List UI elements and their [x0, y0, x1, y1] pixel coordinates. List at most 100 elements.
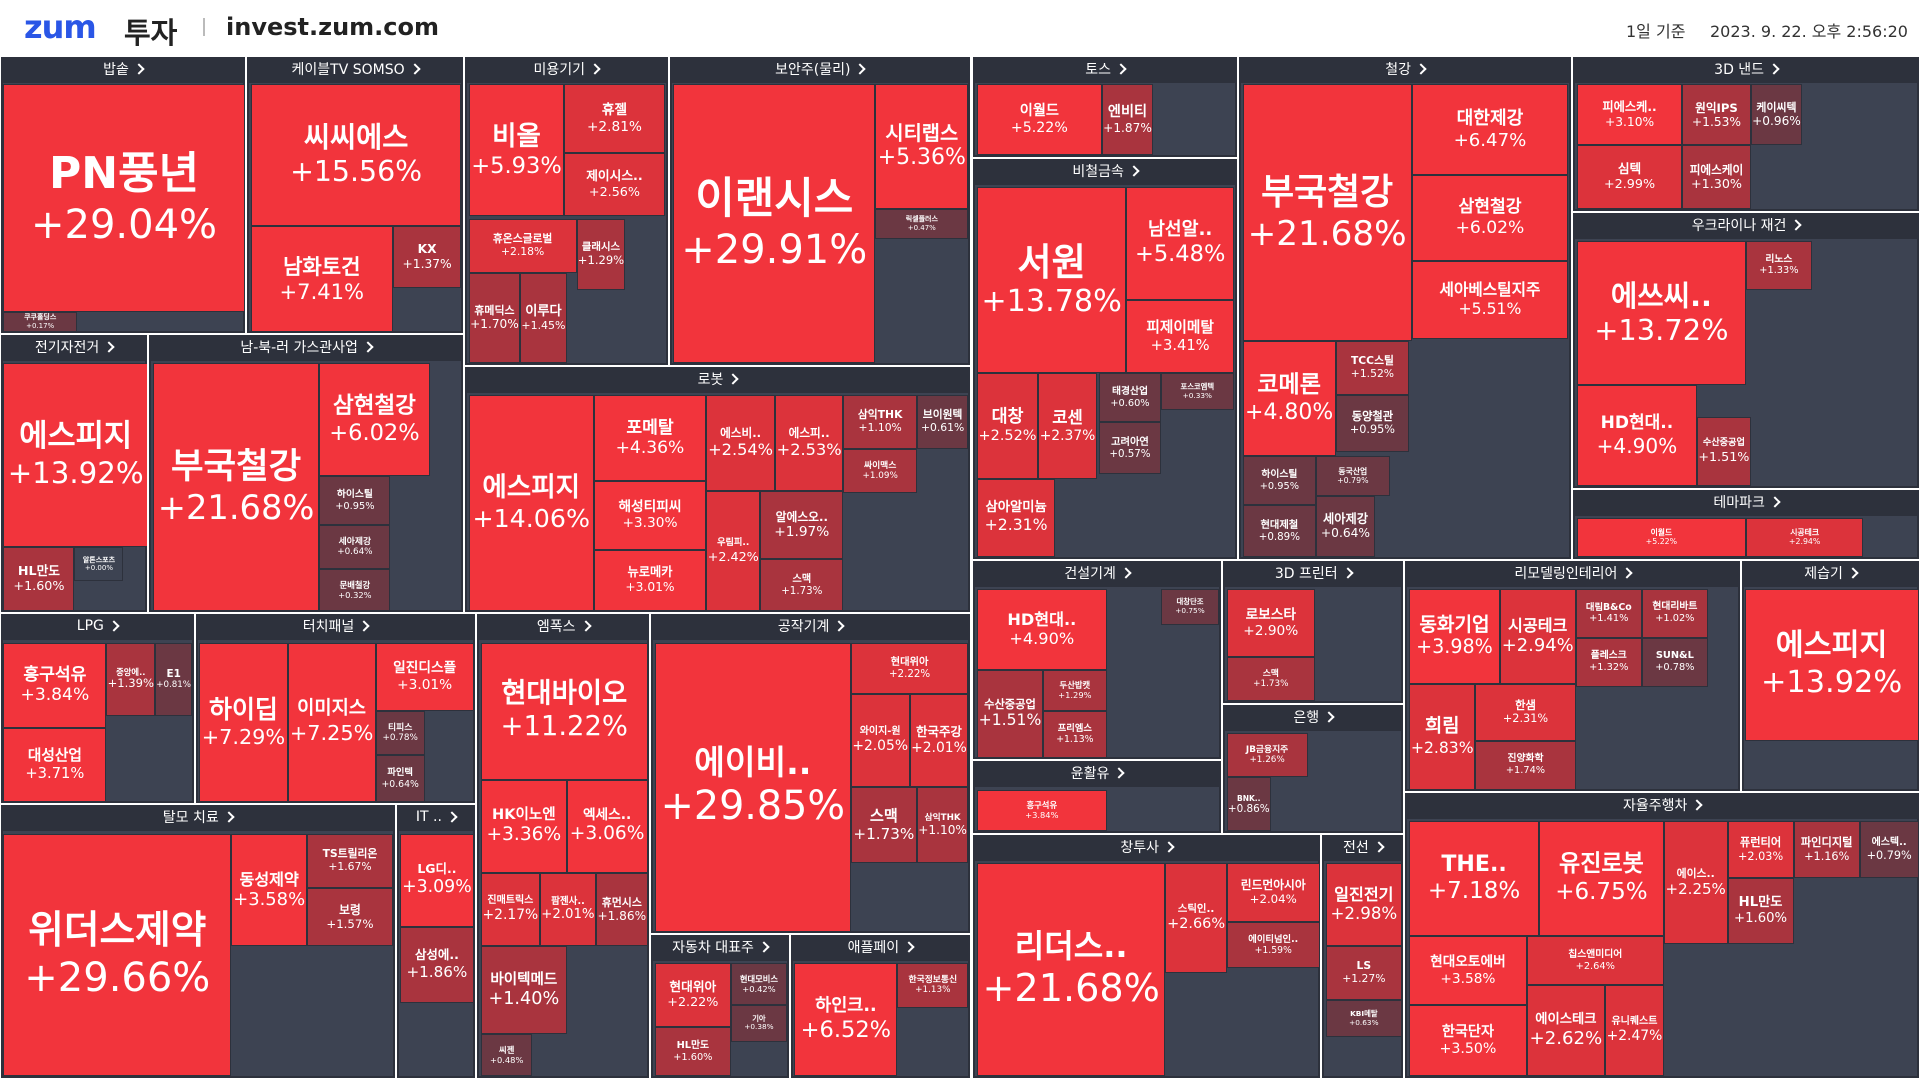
stock-tile[interactable]: 알에스오.. +1.97%	[760, 490, 844, 560]
sector-header[interactable]: LPG	[1, 614, 194, 639]
stock-tile[interactable]: 칩스앤미디어 +2.64%	[1526, 936, 1664, 986]
stock-tile[interactable]: 에쓰씨.. +13.72%	[1576, 240, 1746, 386]
stock-tile[interactable]: 에스피지 +14.06%	[468, 395, 594, 611]
stock-tile[interactable]: 브이원텍 +0.61%	[916, 395, 969, 450]
stock-tile[interactable]: 동성제약 +3.58%	[231, 833, 308, 947]
sector-header[interactable]: 창투사	[973, 834, 1321, 859]
stock-tile[interactable]: 동국산업 +0.79%	[1316, 456, 1390, 496]
stock-tile[interactable]: 팜젠사.. +2.01%	[539, 872, 597, 947]
stock-tile[interactable]: 남화토건 +7.41%	[250, 226, 393, 332]
stock-tile[interactable]: 코메론 +4.80%	[1242, 341, 1336, 457]
stock-tile[interactable]: 피에스케이 +1.30%	[1682, 145, 1751, 210]
stock-tile[interactable]: 이월드 +5.22%	[1576, 517, 1746, 557]
stock-tile[interactable]: 수산중공업 +1.51%	[976, 669, 1044, 758]
sector-header[interactable]: 엠폭스	[477, 614, 650, 639]
stock-tile[interactable]: 우림피.. +2.42%	[706, 490, 761, 611]
stock-tile[interactable]: 서원 +13.78%	[976, 187, 1127, 374]
stock-tile[interactable]: 현대제철 +0.89%	[1242, 505, 1317, 557]
sector-header[interactable]: 자율주행차	[1405, 793, 1919, 818]
stock-tile[interactable]: 알톤스포츠 +0.00%	[74, 547, 124, 582]
stock-tile[interactable]: 대림B&Co +1.41%	[1575, 588, 1642, 638]
stock-tile[interactable]: 이루다 +1.45%	[520, 272, 567, 364]
stock-tile[interactable]: 휴먼시스 +1.86%	[596, 872, 648, 947]
stock-tile[interactable]: 이미지스 +7.25%	[287, 642, 376, 802]
stock-tile[interactable]: LG디.. +3.09%	[400, 833, 474, 927]
stock-tile[interactable]: 에스피.. +2.53%	[774, 395, 844, 491]
stock-tile[interactable]: 삼성에.. +1.86%	[400, 926, 474, 1003]
stock-tile[interactable]: 세아제강 +0.64%	[1316, 495, 1375, 557]
sector-header[interactable]: 토스	[973, 57, 1237, 82]
stock-tile[interactable]: 동양철관 +0.95%	[1335, 395, 1410, 452]
sector-header[interactable]: 남-북-러 가스관사업	[149, 335, 464, 360]
sector-header[interactable]: 자동차 대표주	[651, 935, 789, 960]
stock-tile[interactable]: 현대모비스 +0.42%	[730, 963, 788, 1006]
stock-tile[interactable]: 동화기업 +3.98%	[1409, 588, 1500, 685]
stock-tile[interactable]: 피제이메탈 +3.41%	[1126, 299, 1235, 374]
stock-tile[interactable]: 대성산업 +3.71%	[3, 728, 107, 802]
stock-tile[interactable]: 기아 +0.38%	[730, 1005, 788, 1042]
stock-tile[interactable]: 두산밥캣 +1.29%	[1043, 669, 1107, 712]
stock-tile[interactable]: 포메탈 +4.36%	[593, 395, 707, 481]
stock-tile[interactable]: 플레스크 +1.32%	[1575, 637, 1642, 687]
stock-tile[interactable]: 문배철강 +0.32%	[319, 569, 391, 611]
stock-tile[interactable]: 심텍 +2.99%	[1576, 145, 1683, 210]
stock-tile[interactable]: 프리엠스 +1.13%	[1043, 711, 1107, 758]
sector-header[interactable]: 테마파크	[1573, 489, 1919, 514]
sector-header[interactable]: 공작기계	[651, 614, 971, 639]
stock-tile[interactable]: 시공테크 +2.94%	[1499, 588, 1576, 685]
sector-header[interactable]: 로봇	[465, 367, 971, 392]
stock-tile[interactable]: 에스피지 +13.92%	[3, 363, 148, 548]
stock-tile[interactable]: 수산중공업 +1.51%	[1696, 417, 1751, 486]
stock-tile[interactable]: 흥구석유 +3.84%	[976, 789, 1107, 832]
sector-header[interactable]: 제습기	[1742, 560, 1919, 585]
stock-tile[interactable]: HD현대.. +4.90%	[976, 588, 1107, 670]
stock-tile[interactable]: 위더스제약 +29.66%	[3, 833, 232, 1077]
stock-tile[interactable]: 시티랩스 +5.36%	[875, 84, 969, 210]
stock-tile[interactable]: 클래시스 +1.29%	[576, 218, 626, 290]
stock-tile[interactable]: 현대리바트 +1.02%	[1641, 588, 1708, 638]
stock-tile[interactable]: 릭셀플러스 +0.47%	[875, 209, 969, 239]
stock-tile[interactable]: 이랜시스 +29.91%	[673, 84, 876, 364]
stock-tile[interactable]: 진매트릭스 +2.17%	[480, 872, 540, 947]
stock-tile[interactable]: 엑세스.. +3.06%	[566, 779, 648, 873]
stock-tile[interactable]: 케이씨텍 +0.96%	[1750, 84, 1803, 146]
stock-tile[interactable]: 고려아연 +0.57%	[1099, 422, 1161, 474]
stock-tile[interactable]: KBI메탈 +0.63%	[1325, 1000, 1402, 1037]
stock-tile[interactable]: 부국철강 +21.68%	[1242, 84, 1412, 342]
stock-tile[interactable]: 스틱인.. +2.66%	[1165, 863, 1227, 974]
stock-tile[interactable]: 중앙에.. +1.39%	[106, 642, 156, 717]
site-url[interactable]: invest.zum.com	[226, 13, 440, 41]
stock-tile[interactable]: PN풍년 +29.04%	[3, 84, 245, 312]
stock-tile[interactable]: 삼현철강 +6.02%	[319, 363, 430, 477]
stock-tile[interactable]: 리노스 +1.33%	[1745, 240, 1812, 290]
stock-tile[interactable]: 와이지-원 +2.05%	[850, 694, 910, 788]
sector-header[interactable]: 비철금속	[973, 158, 1237, 183]
stock-tile[interactable]: 스맥 +1.73%	[1226, 657, 1315, 702]
stock-tile[interactable]: BNK.. +0.86%	[1226, 777, 1271, 832]
stock-tile[interactable]: KX +1.37%	[392, 226, 462, 288]
stock-tile[interactable]: 삼아알미늄 +2.31%	[976, 478, 1056, 557]
stock-tile[interactable]: 일진디스플 +3.01%	[375, 642, 474, 712]
sector-header[interactable]: 건설기계	[973, 560, 1222, 585]
stock-tile[interactable]: 해성티피씨 +3.30%	[593, 480, 707, 550]
stock-tile[interactable]: 대한제강 +6.47%	[1411, 84, 1569, 175]
sector-header[interactable]: IT ..	[396, 805, 476, 830]
stock-tile[interactable]: 리더스.. +21.68%	[976, 863, 1166, 1077]
sector-header[interactable]: 미용기기	[465, 57, 668, 82]
stock-tile[interactable]: 현대위아 +2.22%	[850, 642, 969, 695]
stock-tile[interactable]: 로보스타 +2.90%	[1226, 588, 1315, 658]
stock-tile[interactable]: 씨젠 +0.48%	[480, 1034, 533, 1077]
stock-tile[interactable]: 한국주강 +2.01%	[909, 694, 969, 788]
stock-tile[interactable]: 에이스테크 +2.62%	[1526, 985, 1606, 1077]
stock-tile[interactable]: 스맥 +1.73%	[850, 787, 917, 864]
stock-tile[interactable]: 에스비.. +2.54%	[706, 395, 775, 491]
stock-tile[interactable]: 피에스케.. +3.10%	[1576, 84, 1683, 146]
stock-tile[interactable]: 유니퀘스트 +2.47%	[1605, 985, 1664, 1077]
stock-tile[interactable]: 현대오토에버 +3.58%	[1409, 936, 1527, 1006]
stock-tile[interactable]: 대창 +2.52%	[976, 373, 1039, 479]
stock-tile[interactable]: 포스코엠텍 +0.33%	[1160, 373, 1235, 410]
stock-tile[interactable]: 제이시스.. +2.56%	[564, 152, 665, 217]
sector-header[interactable]: 윤활유	[973, 761, 1222, 786]
stock-tile[interactable]: 코센 +2.37%	[1038, 373, 1097, 479]
stock-tile[interactable]: 삼현철강 +6.02%	[1411, 174, 1569, 261]
